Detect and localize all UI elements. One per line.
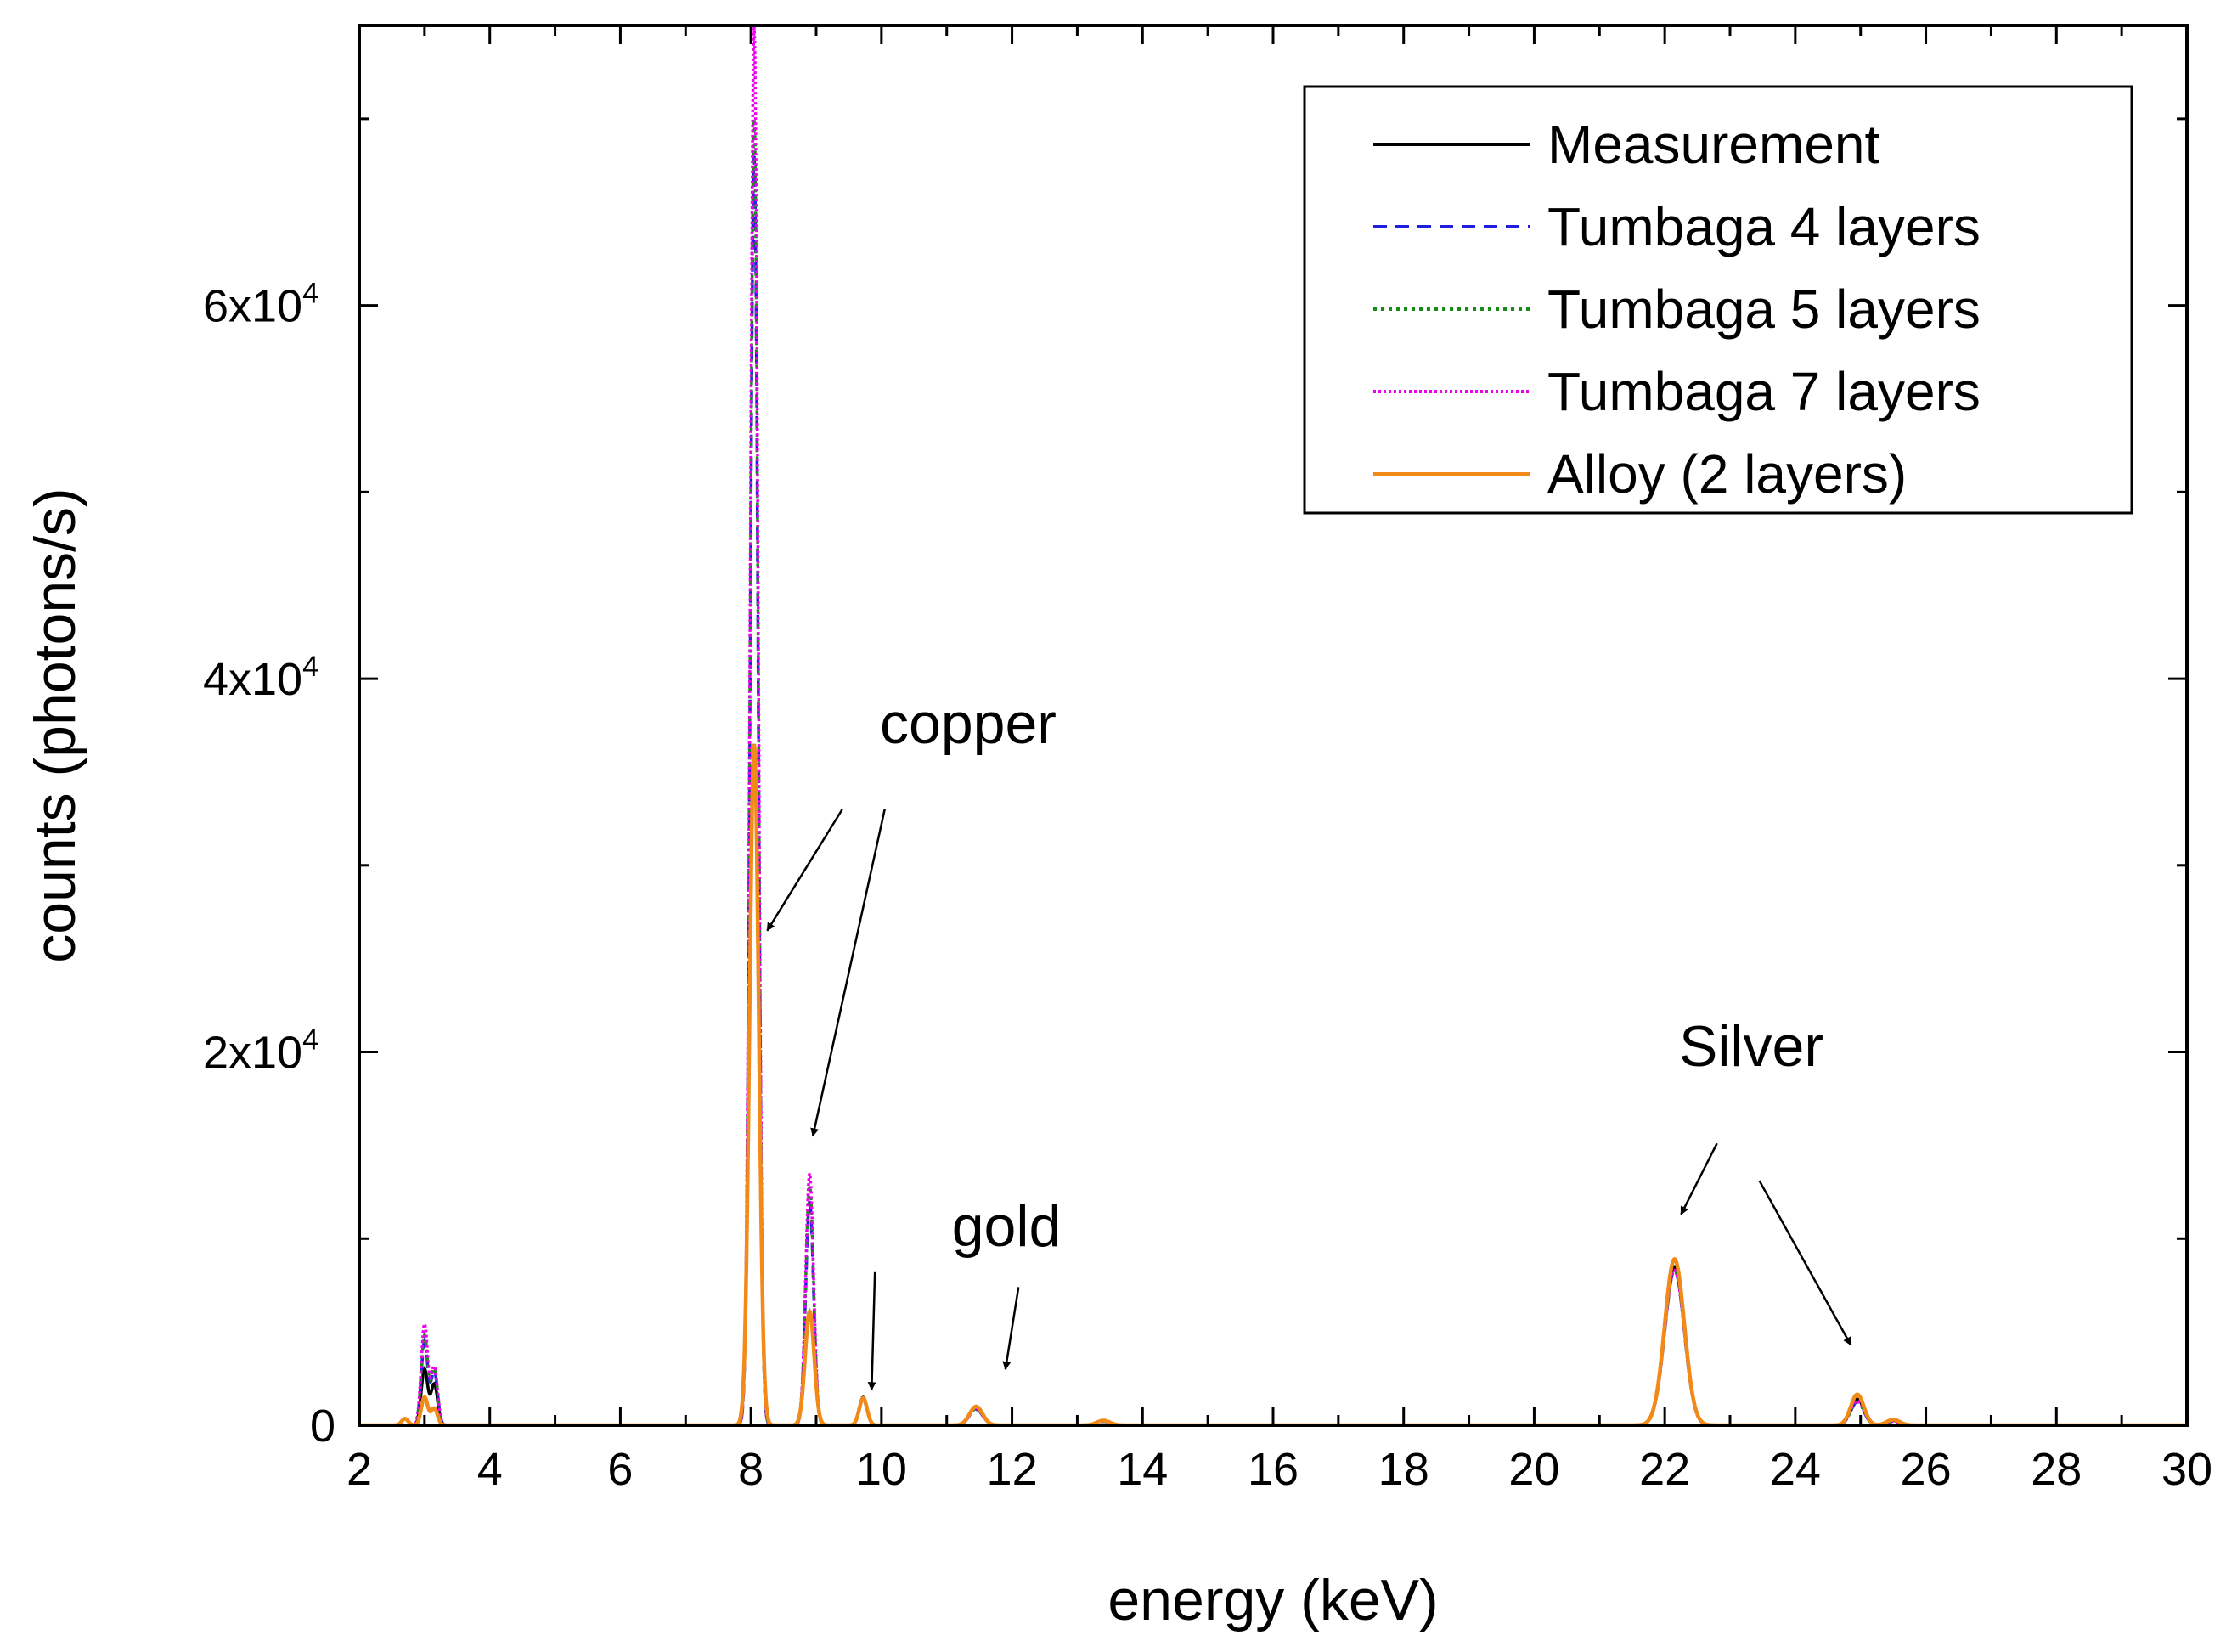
- annotation-arrow: [1758, 1180, 1852, 1346]
- x-tick-label: 8: [738, 1444, 764, 1495]
- annotation-arrow: [1680, 1142, 1718, 1215]
- legend-label: Measurement: [1547, 114, 1880, 175]
- x-tick-label: 20: [1508, 1444, 1559, 1495]
- y-tick-label: 2x104: [203, 1024, 318, 1079]
- legend-box: [1303, 85, 2133, 515]
- x-axis-label: energy (keV): [1107, 1568, 1438, 1632]
- legend-label: Tumbaga 4 layers: [1547, 196, 1981, 257]
- annotation-copper: copper: [880, 691, 1057, 756]
- annotation-gold: gold: [952, 1194, 1062, 1259]
- y-axis-label: counts (photons/s): [23, 488, 87, 962]
- x-tick-label: 26: [1901, 1444, 1952, 1495]
- x-tick-label: 2: [347, 1444, 372, 1495]
- x-tick-label: 6: [607, 1444, 633, 1495]
- y-tick-label: 6x104: [203, 278, 318, 332]
- x-tick-label: 14: [1117, 1444, 1168, 1495]
- y-tick-label: 4x104: [203, 651, 318, 705]
- legend-label: Tumbaga 5 layers: [1547, 279, 1981, 340]
- x-tick-label: 28: [2031, 1444, 2082, 1495]
- annotation-arrow: [766, 809, 843, 932]
- y-tick-label: 0: [310, 1401, 335, 1452]
- annotation-arrow: [810, 809, 886, 1137]
- annotation-layer: copper gold Silver: [766, 691, 1852, 1391]
- x-tick-label: 12: [987, 1444, 1038, 1495]
- x-tick-label: 18: [1378, 1444, 1429, 1495]
- annotation-silver: Silver: [1679, 1014, 1823, 1079]
- x-tick-label: 4: [477, 1444, 503, 1495]
- legend-label: Tumbaga 7 layers: [1547, 361, 1981, 422]
- x-tick-label: 24: [1770, 1444, 1821, 1495]
- annotation-arrow: [867, 1271, 876, 1391]
- legend-label: Alloy (2 layers): [1547, 443, 1907, 505]
- legend: Measurement Tumbaga 4 layers Tumbaga 5 lay…: [1303, 85, 2133, 515]
- x-tick-label: 16: [1248, 1444, 1299, 1495]
- axes-layer: 2 4 6 8 10 12 14 16 18 20 22 24 26 28 3002x1044x1046x1…: [23, 24, 2212, 1632]
- x-tick-label: 22: [1639, 1444, 1690, 1495]
- x-tick-label: 30: [2161, 1444, 2212, 1495]
- x-tick-label: 10: [856, 1444, 907, 1495]
- annotation-arrow: [1002, 1287, 1020, 1371]
